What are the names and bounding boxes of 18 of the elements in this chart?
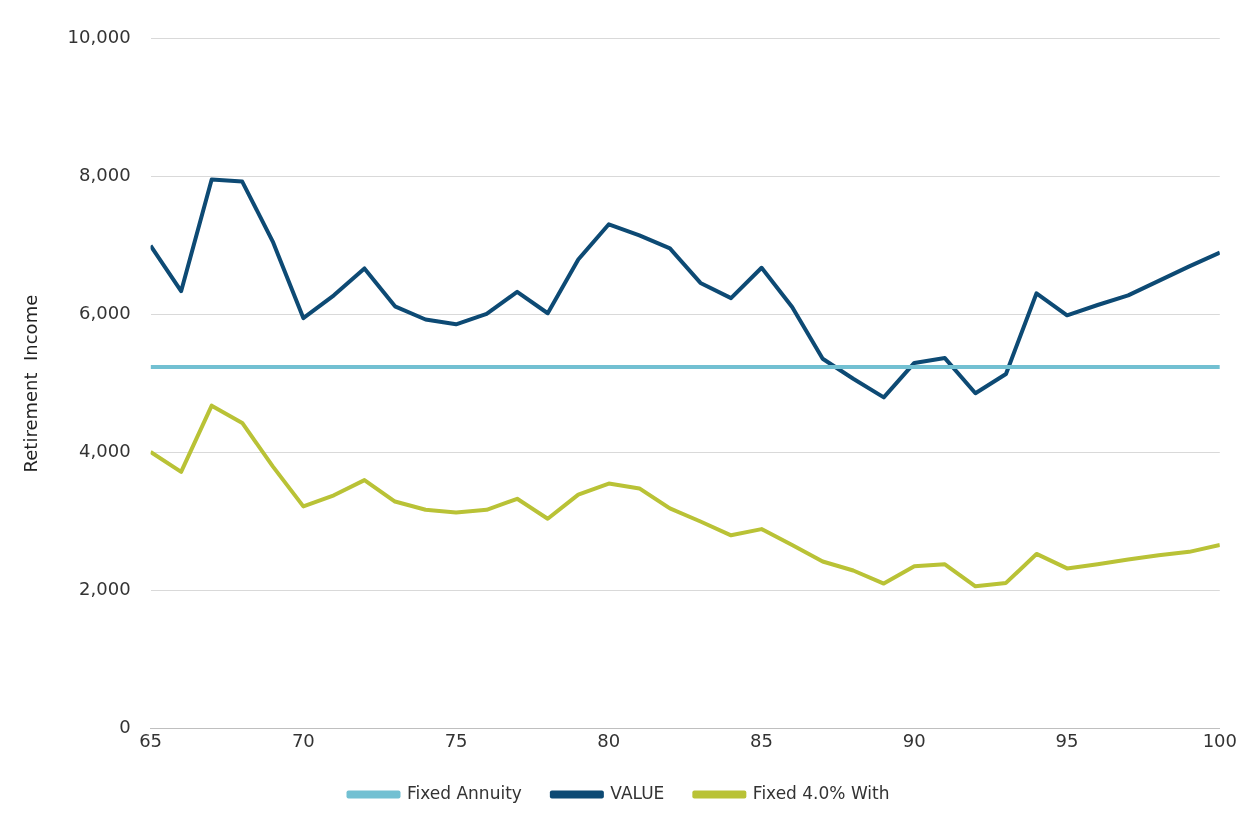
x-tick-label: 90 (902, 729, 926, 751)
y-tick-label: 2,000 (79, 578, 131, 600)
x-tick-label: 80 (597, 729, 621, 751)
y-tick-label: 10,000 (67, 26, 131, 48)
legend-label: Fixed 4.0% With (752, 782, 890, 803)
x-tick-label: 95 (1055, 729, 1079, 751)
y-tick-label: 4,000 (79, 440, 131, 462)
y-tick-label: 8,000 (79, 164, 131, 186)
x-tick-label: 70 (291, 729, 315, 751)
y-axis-title: Retirement Income (20, 294, 42, 473)
y-tick-label: 6,000 (79, 302, 131, 324)
x-tick-label: 75 (444, 729, 468, 751)
y-tick-label: 0 (119, 716, 131, 738)
x-tick-label: 65 (139, 729, 163, 751)
x-tick-label: 100 (1202, 729, 1237, 751)
legend-label: VALUE (610, 782, 665, 803)
x-tick-label: 85 (750, 729, 774, 751)
legend-label: Fixed Annuity (407, 782, 522, 803)
